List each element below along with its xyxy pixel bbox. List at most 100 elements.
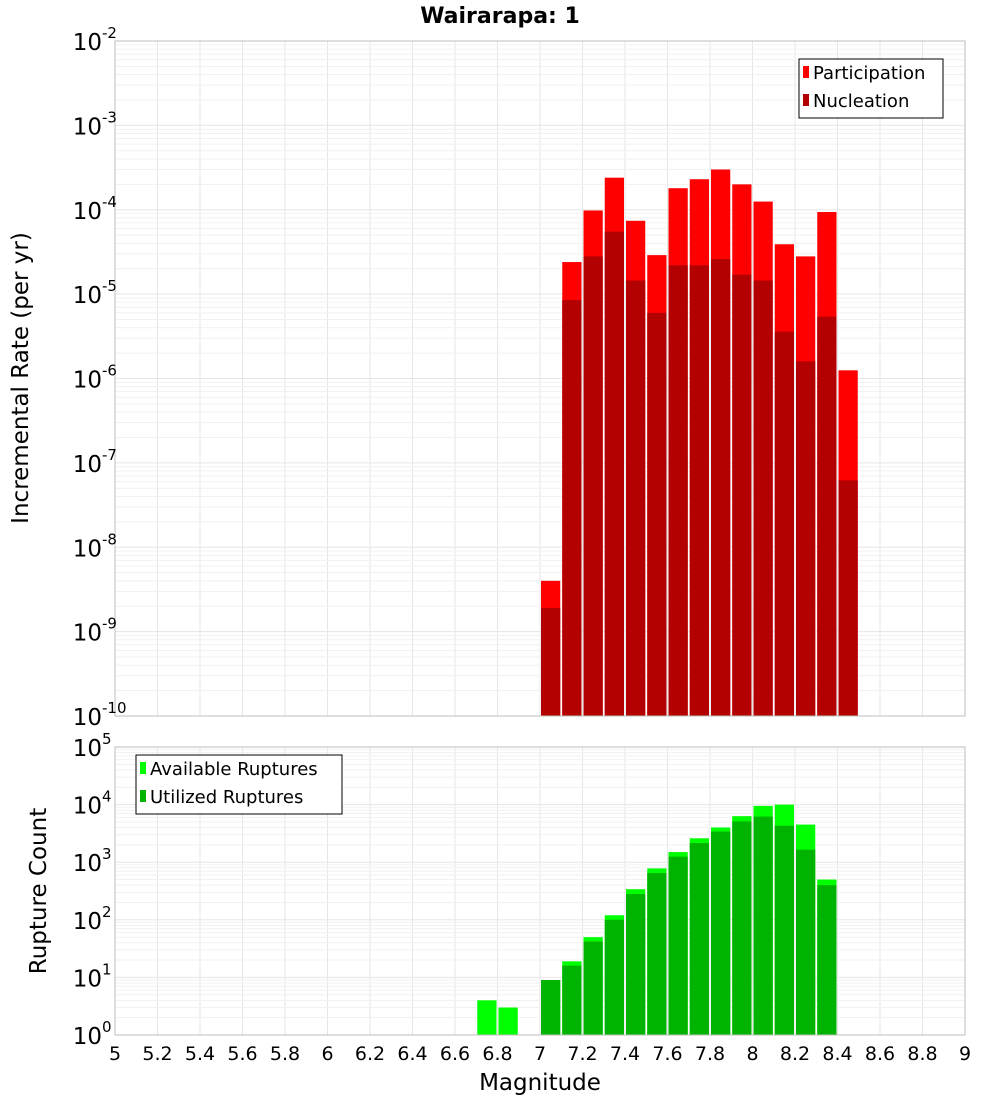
top-bars <box>541 169 858 717</box>
y-tick-exponent: 3 <box>102 845 112 863</box>
bottom-bar-6-85 <box>498 1007 518 1035</box>
y-tick-label: 10 <box>73 736 102 762</box>
top-bar-front-8-35 <box>817 316 837 716</box>
y-tick-exponent: 1 <box>102 960 112 978</box>
y-tick-exponent: -10 <box>102 699 127 717</box>
y-tick-label: 10 <box>73 794 102 820</box>
x-axis-label: Magnitude <box>479 1070 601 1096</box>
top-bar-front-8-05 <box>753 280 773 716</box>
y-tick-label: 10 <box>73 1024 102 1050</box>
x-tick-label: 7.6 <box>652 1043 682 1065</box>
legend-swatch <box>140 762 146 774</box>
x-tick-label: 5.6 <box>227 1043 257 1065</box>
bottom-y-axis-label: Rupture Count <box>26 808 52 974</box>
y-tick-exponent: 5 <box>102 730 112 748</box>
top-y-axis-label: Incremental Rate (per yr) <box>8 232 34 524</box>
x-tick-label: 5.2 <box>142 1043 172 1065</box>
x-tick-label: 6.4 <box>397 1043 427 1065</box>
top-bar-front-7-85 <box>711 259 731 716</box>
y-tick-label: 10 <box>73 114 102 140</box>
top-bar-front-7-55 <box>647 312 667 716</box>
top-bar-front-7-65 <box>668 265 688 716</box>
y-tick-label: 10 <box>73 621 102 647</box>
bottom-bar-front-7-45 <box>626 894 646 1035</box>
y-tick-label: 10 <box>73 536 102 562</box>
legend-box <box>135 754 343 815</box>
x-tick-label: 8.4 <box>822 1043 852 1065</box>
y-tick-exponent: -3 <box>102 108 117 126</box>
top-bar-front-8-15 <box>774 331 794 716</box>
legend-label: Utilized Ruptures <box>150 787 303 808</box>
bottom-plot-frame <box>114 746 966 1036</box>
y-tick-exponent: 0 <box>102 1018 112 1036</box>
top-bar-front-7-25 <box>583 256 603 716</box>
legend-swatch <box>140 790 146 802</box>
x-tick-label: 6.8 <box>482 1043 512 1065</box>
x-tick-label: 7 <box>534 1043 546 1065</box>
bottom-bar-front-7-25 <box>583 941 603 1035</box>
y-tick-exponent: -2 <box>102 24 117 42</box>
bottom-bar-front-7-55 <box>647 872 667 1035</box>
legend-box <box>798 58 944 119</box>
x-tick-label: 7.4 <box>610 1043 640 1065</box>
x-tick-label: 6 <box>321 1043 333 1065</box>
legend-label: Available Ruptures <box>150 759 318 780</box>
bottom-bars <box>477 804 837 1035</box>
y-tick-exponent: -6 <box>102 362 117 380</box>
y-tick-exponent: -4 <box>102 193 117 211</box>
y-tick-exponent: -8 <box>102 530 117 548</box>
top-plot-frame <box>114 40 966 717</box>
x-tick-labels: 5 5.2 5.4 5.6 5.8 6 6.2 6.4 6.6 6.8 7 7.2 7.4 7.6 7.8 8… <box>109 1043 971 1065</box>
x-tick-label: 8.6 <box>865 1043 895 1065</box>
y-tick-exponent: -9 <box>102 615 117 633</box>
x-tick-label: 5.4 <box>185 1043 215 1065</box>
legend-label: Nucleation <box>813 91 909 112</box>
chart-title: Wairarapa: 1 <box>420 4 580 29</box>
legend-swatch <box>803 66 809 78</box>
x-tick-label: 7.2 <box>567 1043 597 1065</box>
bottom-bar-6-75 <box>477 1000 497 1035</box>
top-bar-front-7-05 <box>541 608 561 716</box>
bottom-bar-front-8-35 <box>817 885 837 1035</box>
top-legend: Participation Nucleation <box>798 58 944 119</box>
legend-swatch <box>803 94 809 106</box>
y-tick-label: 10 <box>73 705 102 731</box>
bottom-bar-front-7-75 <box>689 843 709 1035</box>
bottom-bar-front-7-85 <box>711 831 731 1035</box>
legend-label: Participation <box>813 63 925 84</box>
x-tick-label: 8.8 <box>907 1043 937 1065</box>
bottom-bar-front-8-25 <box>796 849 816 1035</box>
top-bar-front-8-25 <box>796 361 816 716</box>
y-tick-exponent: 4 <box>102 788 112 806</box>
top-bar-front-7-45 <box>626 280 646 716</box>
x-tick-label: 9 <box>959 1043 971 1065</box>
y-tick-label: 10 <box>73 199 102 225</box>
bottom-bar-front-7-95 <box>732 821 752 1035</box>
y-tick-label: 10 <box>73 452 102 478</box>
bottom-bar-front-7-35 <box>604 919 624 1035</box>
bottom-legend: Available Ruptures Utilized Ruptures <box>135 754 343 815</box>
x-tick-label: 8 <box>746 1043 758 1065</box>
y-tick-label: 10 <box>73 851 102 877</box>
x-tick-label: 6.2 <box>355 1043 385 1065</box>
y-tick-exponent: 2 <box>102 903 112 921</box>
y-tick-label: 10 <box>73 966 102 992</box>
bottom-bar-front-7-15 <box>562 965 582 1035</box>
top-bar-front-7-15 <box>562 300 582 716</box>
x-tick-label: 5 <box>109 1043 121 1065</box>
bottom-bar-front-7-05 <box>541 980 561 1035</box>
y-tick-exponent: -5 <box>102 277 117 295</box>
bottom-bar-front-8-05 <box>753 816 773 1035</box>
y-tick-label: 10 <box>73 30 102 56</box>
bottom-bar-front-7-65 <box>668 856 688 1035</box>
top-bar-front-7-95 <box>732 274 752 716</box>
bottom-bar-front-8-15 <box>774 825 794 1035</box>
x-tick-label: 5.8 <box>270 1043 300 1065</box>
y-tick-label: 10 <box>73 368 102 394</box>
x-tick-label: 8.2 <box>780 1043 810 1065</box>
